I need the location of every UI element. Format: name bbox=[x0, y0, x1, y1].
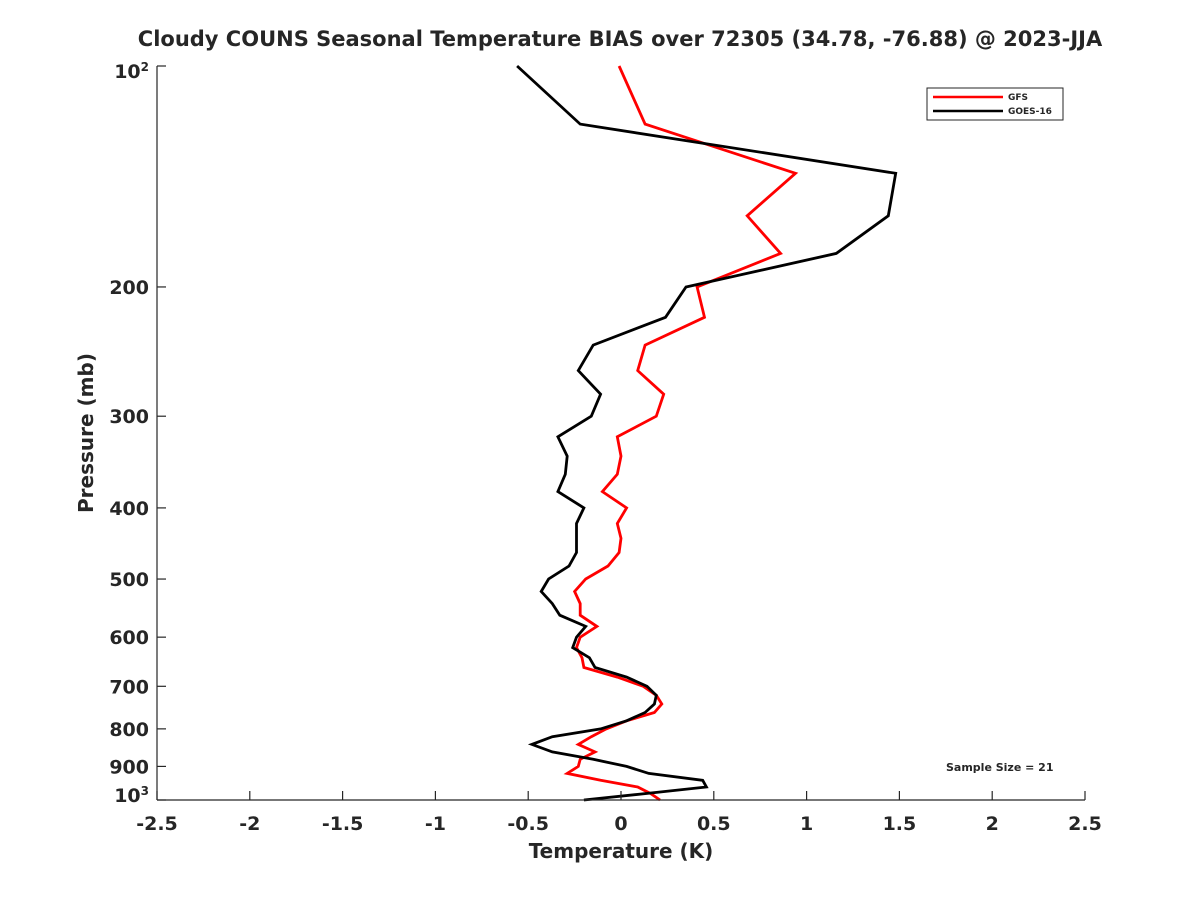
legend-label-gfs: GFS bbox=[1008, 93, 1028, 103]
series-line-gfs bbox=[563, 65, 799, 802]
sample-size-annotation: Sample Size = 21 bbox=[946, 761, 1053, 774]
series-line-goes16 bbox=[516, 64, 898, 802]
x-tick-label: 0.5 bbox=[697, 813, 731, 835]
x-tick-label: 1 bbox=[800, 813, 813, 835]
x-tick-label: 2 bbox=[986, 813, 999, 835]
y-tick-label: 400 bbox=[109, 498, 149, 520]
x-ticks: -2.5 -2 -1.5 -1 -0.5 0 0.5 1 1.5 2 2.5 bbox=[136, 791, 1102, 835]
x-tick-label: 1.5 bbox=[883, 813, 917, 835]
y-tick-label: 900 bbox=[109, 756, 149, 778]
y-tick-label: 200 bbox=[109, 277, 149, 299]
y-tick-label: 300 bbox=[109, 406, 149, 428]
legend: GFS GOES-16 bbox=[926, 87, 1064, 121]
y-ticks: 102 200 300 400 500 600 700 800 900 103 bbox=[109, 60, 166, 807]
chart-title: Cloudy COUNS Seasonal Temperature BIAS o… bbox=[138, 27, 1103, 51]
y-axis-label: Pressure (mb) bbox=[74, 353, 98, 513]
y-tick-label: 102 bbox=[114, 60, 149, 83]
x-tick-label: -1.5 bbox=[322, 813, 364, 835]
y-tick-label: 800 bbox=[109, 719, 149, 741]
y-tick-label: 600 bbox=[109, 627, 149, 649]
x-tick-label: 2.5 bbox=[1068, 813, 1102, 835]
x-tick-label: -2.5 bbox=[136, 813, 178, 835]
y-tick-label: 700 bbox=[109, 676, 149, 698]
legend-label-goes16: GOES-16 bbox=[1008, 107, 1052, 117]
x-tick-label: -1 bbox=[425, 813, 446, 835]
x-axis-label: Temperature (K) bbox=[529, 839, 714, 863]
y-tick-label: 103 bbox=[114, 784, 149, 807]
legend-box bbox=[926, 87, 1064, 121]
x-tick-label: -0.5 bbox=[507, 813, 549, 835]
x-tick-label: -2 bbox=[239, 813, 260, 835]
y-tick-label: 500 bbox=[109, 569, 149, 591]
x-tick-label: 0 bbox=[614, 813, 627, 835]
series-layer bbox=[516, 64, 898, 802]
